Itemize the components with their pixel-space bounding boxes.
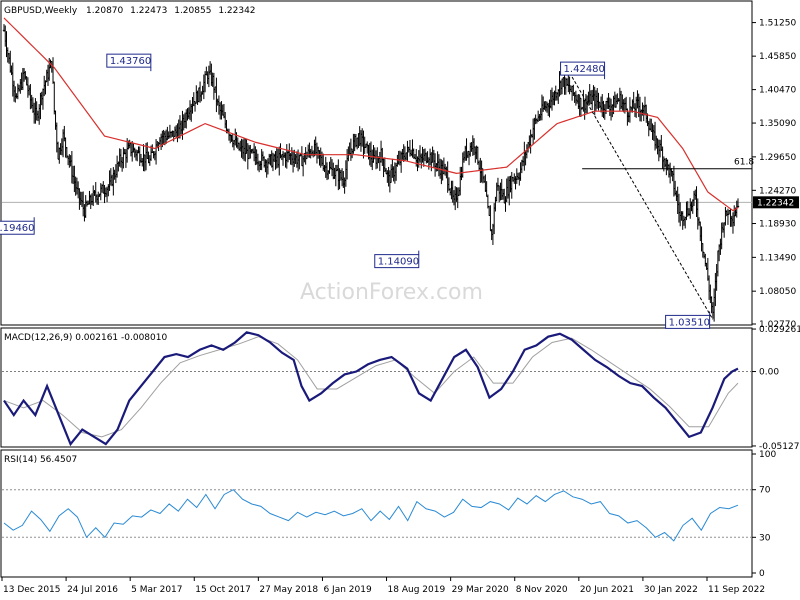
- price-tick-label: 1.35090: [759, 119, 796, 129]
- price-annotations: 1.43760 1.42480 1.19460 1.14090 1.03510 61.8: [0, 53, 754, 329]
- price-level-text: 1.14090: [378, 257, 419, 268]
- macd-lines: [3, 331, 739, 447]
- ohlc-low: 1.20855: [174, 6, 211, 16]
- price-bar: [736, 198, 740, 209]
- price-level-text: 1.43760: [110, 56, 151, 67]
- x-tick-label: 6 Jan 2019: [323, 585, 371, 595]
- x-tick-label: 15 Oct 2017: [195, 585, 251, 595]
- x-tick-label: 5 Mar 2017: [131, 585, 182, 595]
- price-panel: [0, 0, 753, 326]
- rsi-panel: [0, 449, 753, 578]
- price-tick-label: 1.40470: [759, 86, 796, 96]
- rsi-tick-label: 70: [759, 486, 771, 496]
- ohlc-high: 1.22473: [130, 6, 167, 16]
- fib-label: 61.8: [734, 158, 754, 168]
- price-tick-label: 1.08050: [759, 287, 796, 297]
- rsi-tick-label: 100: [759, 450, 776, 460]
- trend-dashed-line: [571, 76, 714, 320]
- price-tick-label: 1.51250: [759, 19, 796, 29]
- price-level-label: 1.03510: [665, 311, 711, 329]
- symbol-title: GBPUSD,Weekly: [4, 6, 78, 16]
- macd-panel: [0, 327, 753, 448]
- price-title: GBPUSD,Weekly 1.20870 1.22473 1.20855 1.…: [4, 6, 256, 16]
- x-tick-label: 29 Mar 2020: [452, 585, 509, 595]
- moving-average: [3, 17, 739, 212]
- x-tick-label: 11 Sep 2022: [708, 585, 765, 595]
- rsi-title: RSI(14) 56.4507: [4, 455, 77, 465]
- rsi-line: [3, 489, 739, 542]
- price-level-text: 1.03510: [669, 317, 710, 328]
- price-level-text: 1.42480: [564, 64, 605, 75]
- macd-tick-label: 0.00: [759, 368, 779, 378]
- rsi-axis: 100 70 30 0: [2, 450, 776, 579]
- price-level-box: [374, 254, 420, 269]
- current-price-box: [753, 196, 799, 209]
- price-tick-label: 1.29650: [759, 153, 796, 163]
- price-tick-label: 1.02770: [759, 320, 796, 330]
- price-level-box: [665, 314, 711, 329]
- watermark: ActionForex.com: [300, 280, 483, 305]
- price-level-box: [0, 220, 35, 235]
- macd-title: MACD(12,26,9) 0.002161 -0.008010: [4, 333, 167, 343]
- price-tick-label: 1.45850: [759, 52, 796, 62]
- price-level-box: [560, 61, 606, 76]
- price-axis: 1.51250 1.45850 1.40470 1.35090 1.29650 1.242…: [2, 19, 799, 330]
- rsi-tick-label: 30: [759, 533, 771, 543]
- price-level-label: 1.19460: [0, 217, 35, 235]
- x-tick-label: 18 Aug 2019: [388, 585, 446, 595]
- price-level-label: 1.43760: [106, 53, 152, 72]
- x-tick-label: 20 Jun 2021: [580, 585, 634, 595]
- price-tick-label: 1.24270: [759, 186, 796, 196]
- ohlc-open: 1.20870: [86, 6, 123, 16]
- rsi-lines: [3, 489, 739, 542]
- x-tick-label: 8 Nov 2020: [516, 585, 568, 595]
- current-price-label: 1.22342: [757, 198, 794, 208]
- x-axis: 13 Dec 2015 24 Jul 2016 5 Mar 2017 15 Oct 2…: [1, 577, 765, 595]
- macd-tick-label: 0.029261: [759, 325, 800, 335]
- macd-tick-label: -0.051279: [759, 442, 800, 452]
- ohlc-close: 1.22342: [218, 6, 255, 16]
- moving-average-line: [3, 17, 739, 212]
- x-tick-label: 30 Jan 2022: [644, 585, 698, 595]
- price-bar: [724, 206, 727, 226]
- macd-main-line: [3, 331, 739, 447]
- x-tick-label: 13 Dec 2015: [3, 585, 61, 595]
- price-bars: [2, 24, 740, 322]
- price-bar: [53, 81, 56, 115]
- price-level-label: 1.14090: [374, 250, 420, 269]
- price-bar: [215, 77, 218, 113]
- x-tick-label: 24 Jul 2016: [67, 585, 118, 595]
- price-tick-label: 1.13490: [759, 253, 796, 263]
- price-level-text: 1.19460: [0, 223, 35, 234]
- price-level-label: 1.42480: [560, 61, 606, 80]
- macd-signal-line: [3, 336, 739, 438]
- rsi-tick-label: 0: [759, 569, 765, 579]
- x-tick-label: 27 May 2018: [259, 585, 318, 595]
- price-level-box: [106, 53, 152, 68]
- price-tick-label: 1.18930: [759, 220, 796, 230]
- macd-axis: 0.029261 0.00 -0.051279: [2, 325, 800, 452]
